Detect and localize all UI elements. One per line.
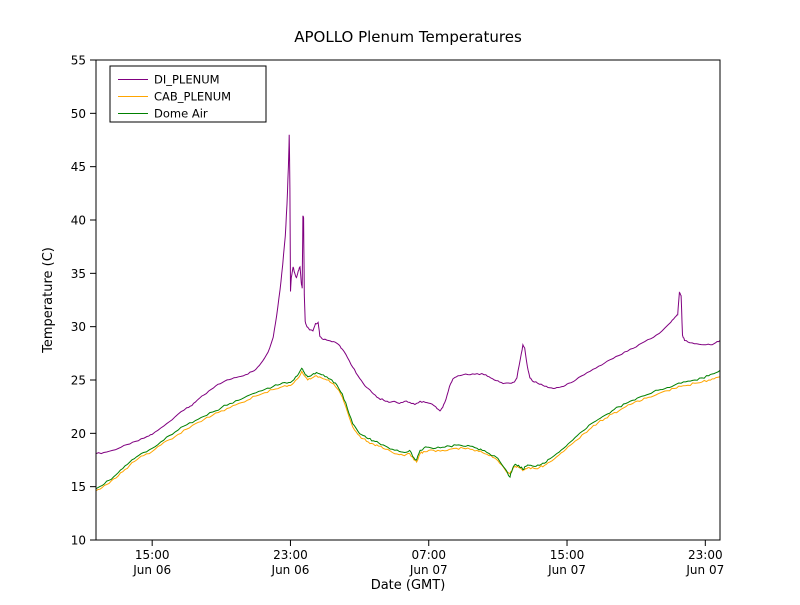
series-line-di-plenum (96, 134, 720, 455)
series-line-cab-plenum (96, 370, 720, 492)
legend-label: CAB_PLENUM (154, 90, 231, 104)
y-tick-label: 15 (71, 480, 86, 494)
y-tick-label: 10 (71, 534, 86, 548)
x-tick-label-time: 15:00 (550, 548, 585, 562)
x-tick-label-time: 07:00 (411, 548, 446, 562)
legend-label: Dome Air (154, 107, 208, 121)
legend: DI_PLENUM CAB_PLENUM Dome Air (109, 65, 267, 123)
x-tick-label-date: Jun 07 (409, 563, 448, 577)
y-tick-label: 25 (71, 374, 86, 388)
y-tick-label: 45 (71, 160, 86, 174)
y-tick-label: 50 (71, 107, 86, 121)
series-line-dome-air (96, 367, 720, 490)
y-tick-label: 55 (71, 54, 86, 68)
x-tick-label-time: 23:00 (688, 548, 723, 562)
x-tick-label-date: Jun 06 (271, 563, 310, 577)
legend-box (109, 65, 267, 123)
y-tick-label: 35 (71, 267, 86, 281)
y-tick-label: 30 (71, 320, 86, 334)
x-tick-label-date: Jun 06 (132, 563, 171, 577)
series-lines (96, 134, 720, 492)
x-tick-label-time: 15:00 (135, 548, 170, 562)
y-tick-label: 40 (71, 214, 86, 228)
x-tick-label-time: 23:00 (273, 548, 308, 562)
chart-title: APOLLO Plenum Temperatures (294, 28, 522, 46)
y-axis-label: Temperature (C) (41, 247, 56, 354)
x-tick-label-date: Jun 07 (685, 563, 724, 577)
y-tick-label: 20 (71, 427, 86, 441)
plot-frame (95, 59, 721, 541)
x-tick-label-date: Jun 07 (547, 563, 586, 577)
legend-label: DI_PLENUM (154, 73, 220, 87)
x-axis-label: Date (GMT) (371, 578, 446, 593)
